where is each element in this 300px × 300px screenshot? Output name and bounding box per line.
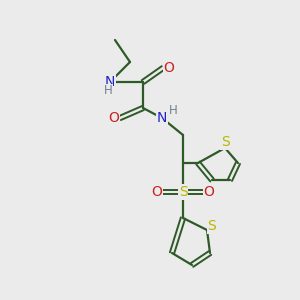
- Text: H: H: [103, 85, 112, 98]
- Text: N: N: [105, 75, 115, 89]
- Text: O: O: [164, 61, 174, 75]
- Text: S: S: [220, 135, 230, 149]
- Text: O: O: [204, 185, 214, 199]
- Text: S: S: [178, 185, 188, 199]
- Text: N: N: [157, 111, 167, 125]
- Text: H: H: [169, 104, 177, 118]
- Text: S: S: [208, 219, 216, 233]
- Text: O: O: [109, 111, 119, 125]
- Text: O: O: [152, 185, 162, 199]
